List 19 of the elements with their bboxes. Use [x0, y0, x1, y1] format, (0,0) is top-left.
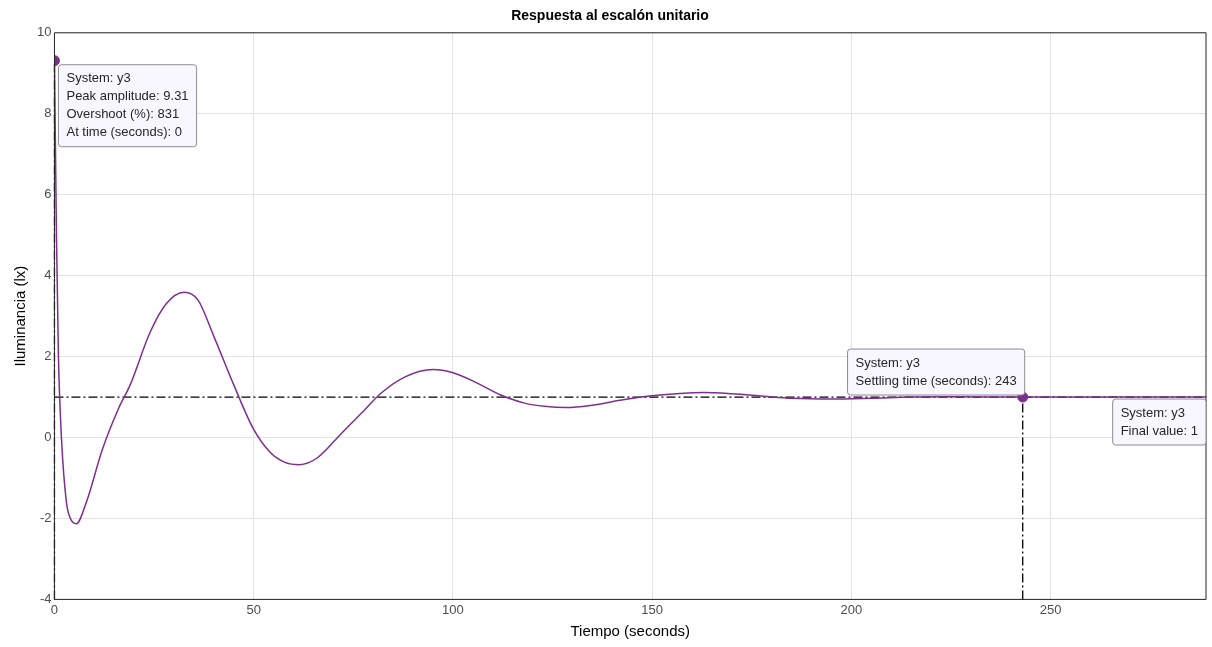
y-tick-label: 10	[36, 24, 52, 40]
x-axis-title: Tiempo (seconds)	[570, 622, 690, 640]
y-tick-label: 2	[44, 348, 52, 364]
y-tick-label: -4	[39, 590, 52, 606]
y-tick-label: 4	[44, 267, 52, 283]
annotation: System: y3 Final value: 1	[1120, 404, 1199, 438]
x-tick-label: 100	[442, 601, 464, 617]
x-tick-label: 200	[840, 601, 863, 617]
y-tick-label: 8	[44, 105, 52, 121]
y-tick-label: -2	[39, 510, 52, 526]
y-tick-label: 6	[44, 186, 52, 202]
x-tick-label: 250	[1039, 601, 1062, 617]
annotation: System: y3 Settling time (seconds): 243	[855, 354, 1017, 388]
y-tick-label: 0	[44, 429, 52, 445]
x-tick-label: 150	[641, 601, 663, 617]
annotation: System: y3 Peak amplitude: 9.31 Overshoot (%): 831 At time (seconds): 0	[66, 70, 189, 140]
x-tick-label: 50	[246, 601, 261, 617]
chart-title: Respuesta al escalón unitario	[511, 7, 709, 24]
y-axis-title: Iluminancia (lx)	[11, 265, 29, 367]
